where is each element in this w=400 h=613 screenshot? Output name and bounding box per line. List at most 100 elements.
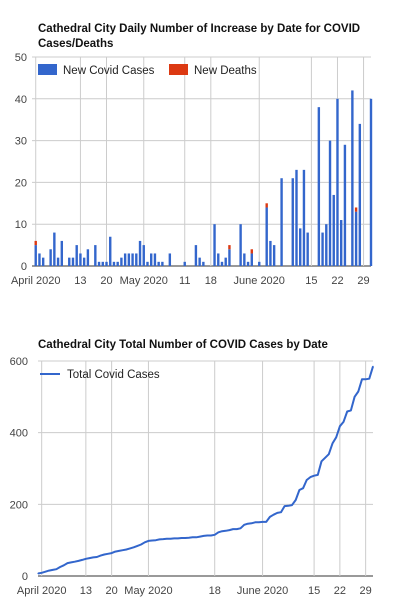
point-total-covid-cases xyxy=(346,410,348,413)
bar-new-covid-cases xyxy=(224,257,227,266)
bar-new-covid-cases xyxy=(306,232,309,266)
point-total-covid-cases xyxy=(85,558,87,560)
point-total-covid-cases xyxy=(166,538,168,540)
x-tick-label: 29 xyxy=(357,275,369,287)
bar-new-covid-cases xyxy=(82,257,86,266)
bar-new-covid-cases xyxy=(105,261,108,266)
bar-new-covid-cases xyxy=(112,261,116,266)
bar-new-covid-cases xyxy=(321,232,324,266)
point-total-covid-cases xyxy=(350,409,352,412)
point-total-covid-cases xyxy=(221,530,223,532)
bar-new-covid-cases xyxy=(157,261,160,266)
point-total-covid-cases xyxy=(41,572,43,574)
point-total-covid-cases xyxy=(368,377,370,380)
legend-label-total-covid-cases: Total Covid Cases xyxy=(67,369,160,381)
bar-new-covid-cases xyxy=(101,261,104,266)
bar-new-covid-cases xyxy=(343,144,347,266)
bar-new-covid-cases xyxy=(328,140,332,266)
bar-new-covid-cases xyxy=(60,240,64,266)
bar-new-covid-cases xyxy=(246,261,250,266)
legend-label-new-covid-cases: New Covid Cases xyxy=(63,65,155,77)
point-total-covid-cases xyxy=(372,365,374,367)
bar-new-covid-cases xyxy=(183,261,186,266)
bar-new-covid-cases xyxy=(68,257,71,266)
point-total-covid-cases xyxy=(177,537,179,539)
x-tick-label: April 2020 xyxy=(11,275,61,287)
bar-new-covid-cases xyxy=(369,98,373,266)
point-total-covid-cases xyxy=(287,505,289,507)
point-total-covid-cases xyxy=(199,535,201,538)
point-total-covid-cases xyxy=(306,479,308,481)
point-total-covid-cases xyxy=(59,566,61,568)
chart-title: Cathedral City Total Number of COVID Cas… xyxy=(38,339,328,351)
bar-new-covid-cases xyxy=(272,245,276,266)
y-tick-label: 30 xyxy=(15,136,27,148)
bar-new-covid-cases xyxy=(258,261,261,266)
bar-new-covid-cases xyxy=(97,261,101,266)
point-total-covid-cases xyxy=(357,390,359,393)
point-total-covid-cases xyxy=(96,556,98,558)
point-total-covid-cases xyxy=(261,521,264,523)
bar-new-deaths xyxy=(265,203,268,208)
bar-new-covid-cases xyxy=(53,232,56,266)
point-total-covid-cases xyxy=(63,564,65,566)
bar-new-covid-cases xyxy=(153,253,157,266)
point-total-covid-cases xyxy=(77,560,80,562)
bar-new-covid-cases xyxy=(228,249,231,266)
x-tick-label: 22 xyxy=(331,275,343,287)
bar-new-covid-cases xyxy=(116,261,119,266)
bar-new-covid-cases xyxy=(161,261,164,266)
point-total-covid-cases xyxy=(48,570,50,572)
point-total-covid-cases xyxy=(125,548,127,551)
bar-new-covid-cases xyxy=(299,228,302,266)
point-total-covid-cases xyxy=(195,536,197,538)
bar-new-covid-cases xyxy=(49,249,52,266)
point-total-covid-cases xyxy=(258,521,260,523)
bar-new-covid-cases xyxy=(34,245,37,266)
y-tick-label: 40 xyxy=(15,94,27,106)
point-total-covid-cases xyxy=(66,562,69,564)
bar-new-covid-cases xyxy=(109,236,112,266)
bar-new-covid-cases xyxy=(265,207,268,266)
bar-new-covid-cases xyxy=(217,253,220,266)
point-total-covid-cases xyxy=(203,535,205,537)
point-total-covid-cases xyxy=(247,523,249,525)
bar-new-covid-cases xyxy=(150,253,153,266)
point-total-covid-cases xyxy=(295,499,297,501)
point-total-covid-cases xyxy=(162,538,164,540)
bar-new-covid-cases xyxy=(332,194,335,266)
point-total-covid-cases xyxy=(250,522,253,524)
bar-new-covid-cases xyxy=(146,261,149,266)
bar-new-covid-cases xyxy=(71,257,75,266)
bar-new-deaths xyxy=(250,249,253,254)
x-tick-label: 18 xyxy=(205,275,217,287)
bar-new-covid-cases xyxy=(325,224,328,266)
x-tick-label: May 2020 xyxy=(120,275,168,287)
y-tick-label: 200 xyxy=(10,499,28,511)
legend-label-new-deaths: New Deaths xyxy=(194,65,257,77)
point-total-covid-cases xyxy=(232,528,234,530)
bar-new-covid-cases xyxy=(79,253,82,266)
y-tick-label: 20 xyxy=(15,177,27,189)
point-total-covid-cases xyxy=(99,554,102,557)
bar-new-covid-cases xyxy=(243,253,246,266)
bar-new-covid-cases xyxy=(41,257,45,266)
point-total-covid-cases xyxy=(280,511,282,513)
point-total-covid-cases xyxy=(188,537,190,539)
bar-new-covid-cases xyxy=(138,240,142,266)
bar-new-covid-cases xyxy=(94,245,97,266)
point-total-covid-cases xyxy=(155,539,157,541)
total-cases-chart: Cathedral City Total Number of COVID Cas… xyxy=(0,320,400,608)
point-total-covid-cases xyxy=(331,442,334,445)
x-tick-label: 13 xyxy=(80,585,92,597)
bar-new-covid-cases xyxy=(120,257,123,266)
point-total-covid-cases xyxy=(265,521,267,523)
point-total-covid-cases xyxy=(180,537,183,539)
bar-new-covid-cases xyxy=(38,253,41,266)
x-tick-label: 11 xyxy=(179,275,190,287)
point-total-covid-cases xyxy=(88,557,91,559)
bar-new-covid-cases xyxy=(202,261,205,266)
point-total-covid-cases xyxy=(192,536,194,538)
daily-increase-chart-svg: Cathedral City Daily Number of Increase … xyxy=(11,23,373,287)
point-total-covid-cases xyxy=(151,539,153,542)
